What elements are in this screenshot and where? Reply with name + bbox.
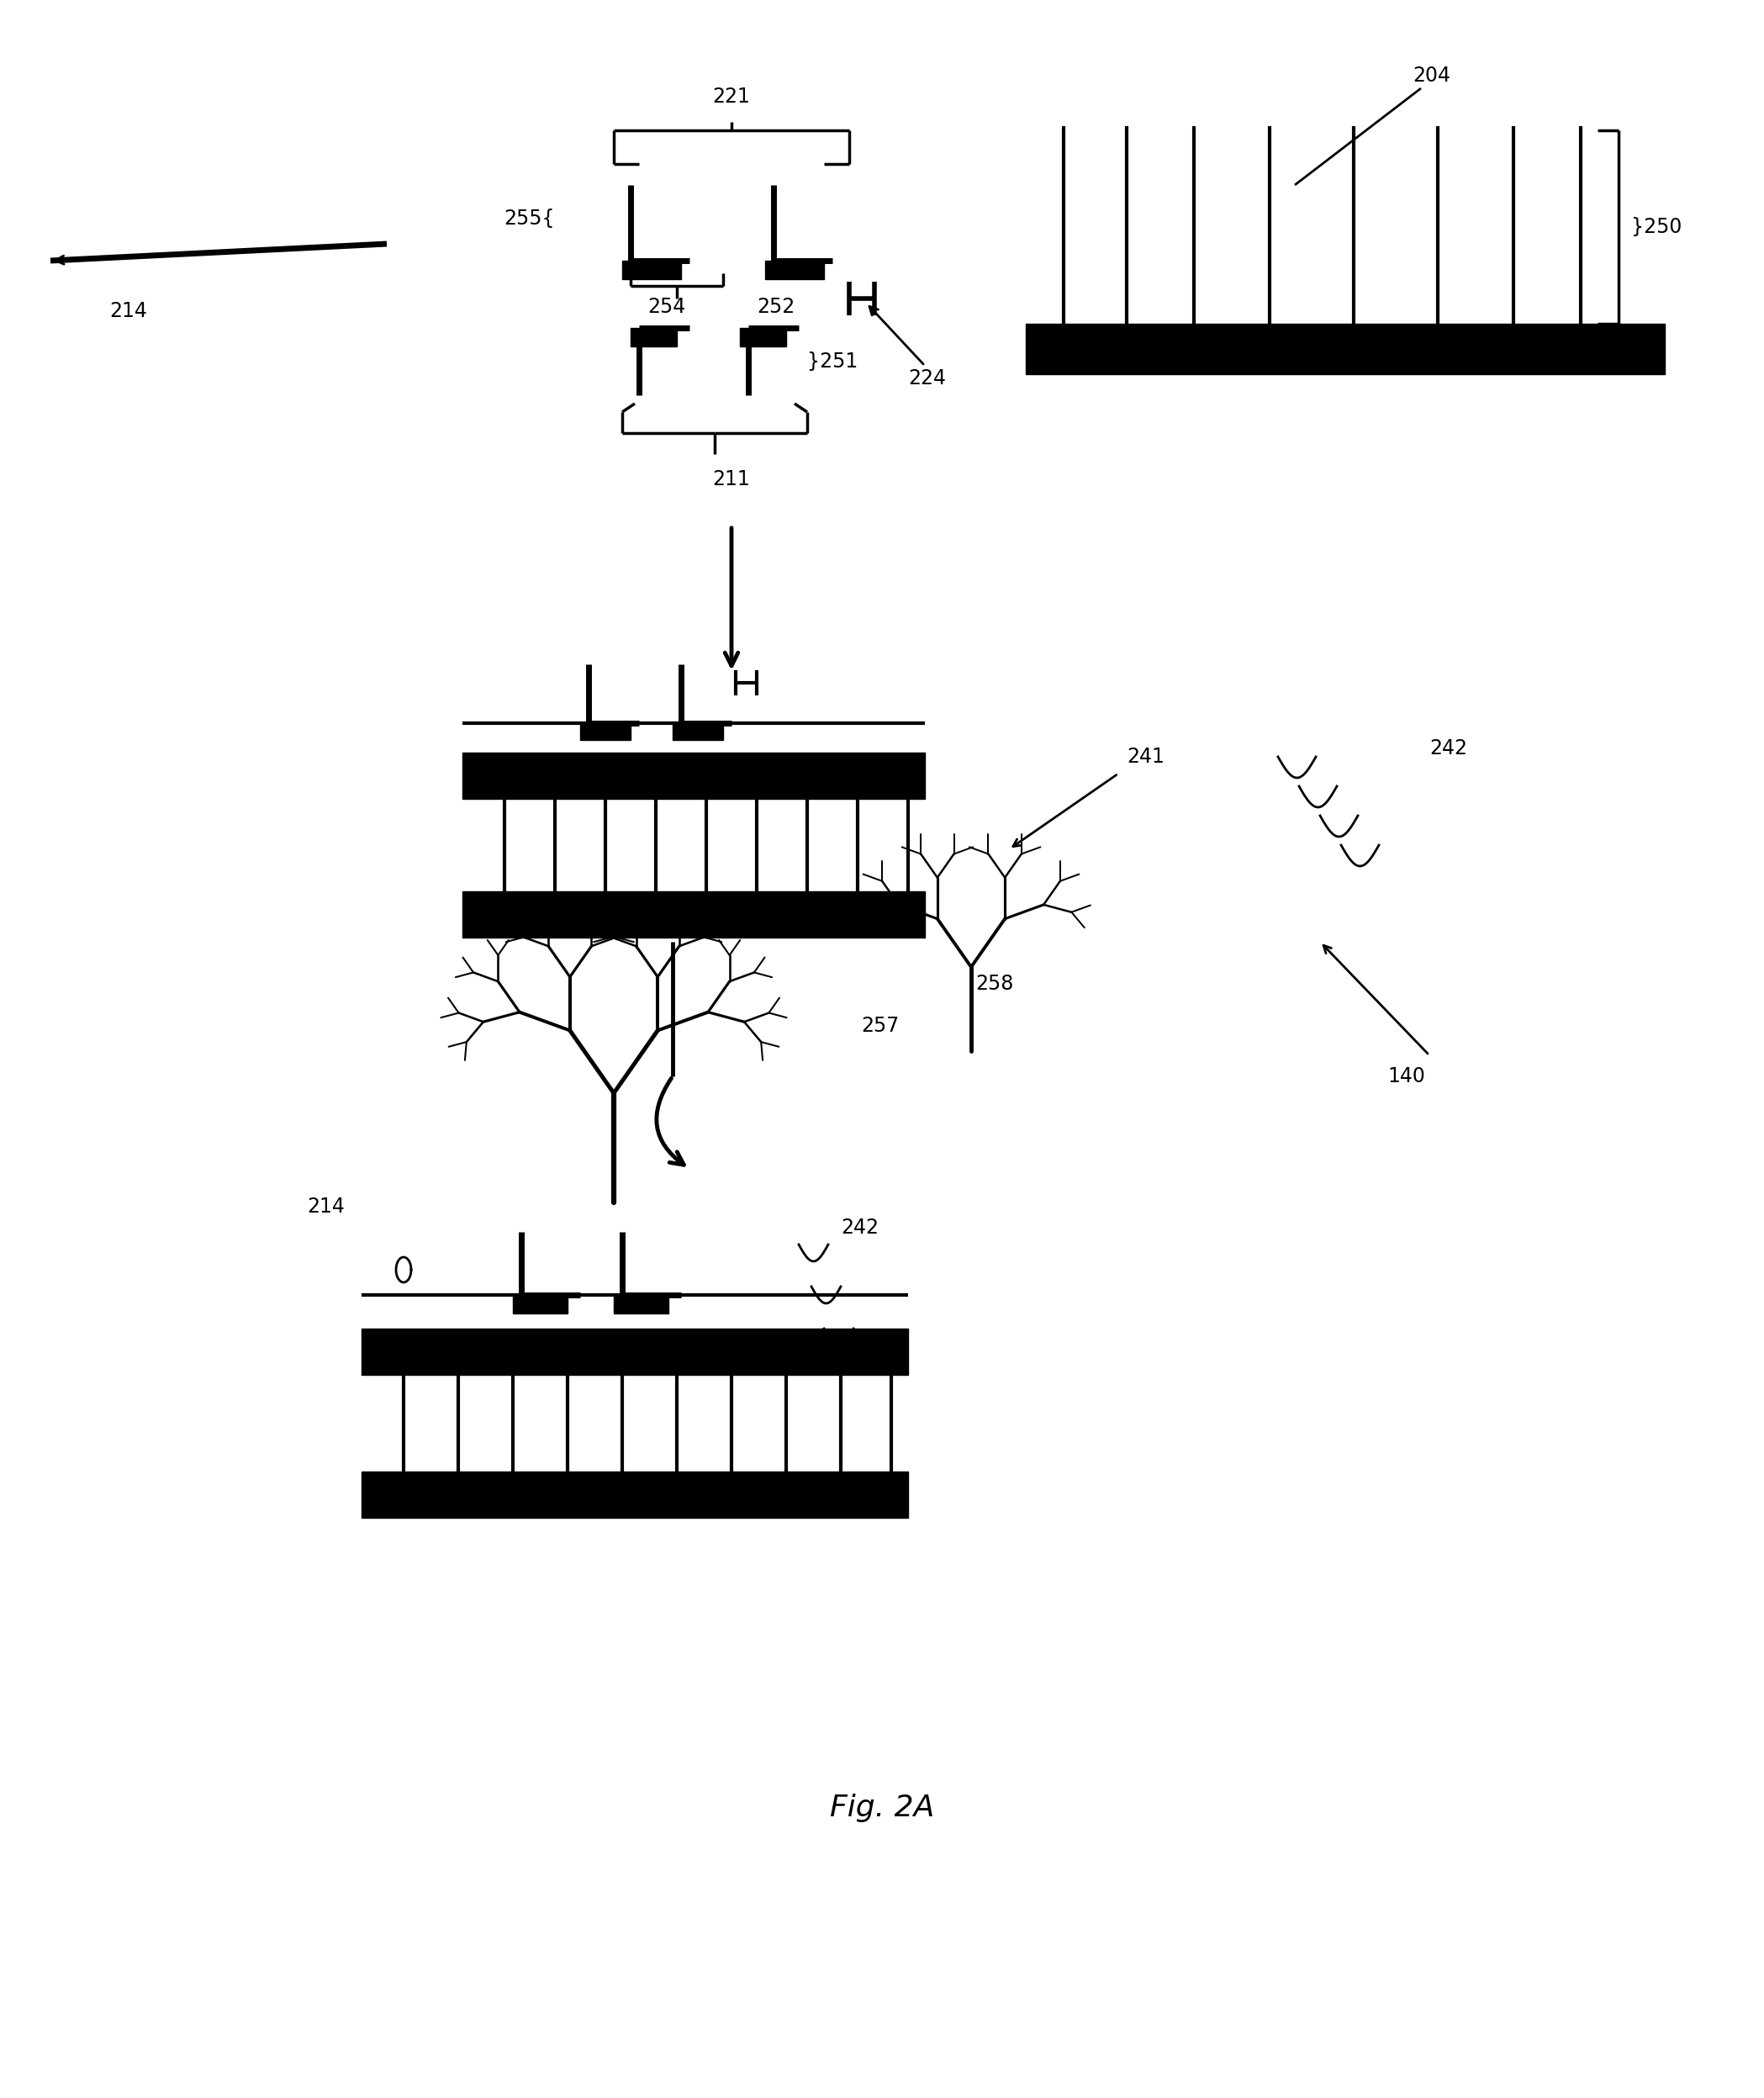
Bar (513, 1294, 568, 1313)
Text: 242: 242 (841, 1217, 878, 1238)
Text: 201: 201 (1462, 344, 1501, 363)
Bar (462, 892, 924, 938)
Text: 252: 252 (757, 296, 796, 317)
Bar (766, 260, 824, 279)
Bar (623, 260, 681, 279)
Bar (1027, 323, 1665, 373)
Text: 241: 241 (1127, 747, 1164, 768)
Text: 201: 201 (370, 1487, 407, 1506)
Text: 257: 257 (861, 1015, 900, 1036)
Text: 254: 254 (647, 296, 686, 317)
Text: 214: 214 (307, 1196, 344, 1217)
Bar (362, 1471, 908, 1517)
Text: 214: 214 (109, 300, 146, 321)
Text: 242: 242 (1429, 738, 1468, 759)
Text: 204: 204 (1413, 65, 1450, 86)
Text: 255{: 255{ (505, 208, 556, 229)
Bar (630, 327, 677, 346)
Text: 224: 224 (908, 369, 946, 388)
Text: }251: }251 (808, 352, 857, 371)
Text: }250: }250 (1632, 216, 1681, 237)
Text: 258: 258 (975, 973, 1014, 994)
Bar (580, 724, 630, 741)
Text: 140: 140 (1387, 1066, 1425, 1087)
Bar (739, 327, 787, 346)
Text: Fig. 2A: Fig. 2A (829, 1794, 935, 1823)
Bar (462, 753, 924, 799)
Text: 211: 211 (713, 470, 750, 489)
Bar (614, 1294, 669, 1313)
Bar (362, 1328, 908, 1374)
Text: 221: 221 (713, 86, 750, 107)
Bar (672, 724, 723, 741)
